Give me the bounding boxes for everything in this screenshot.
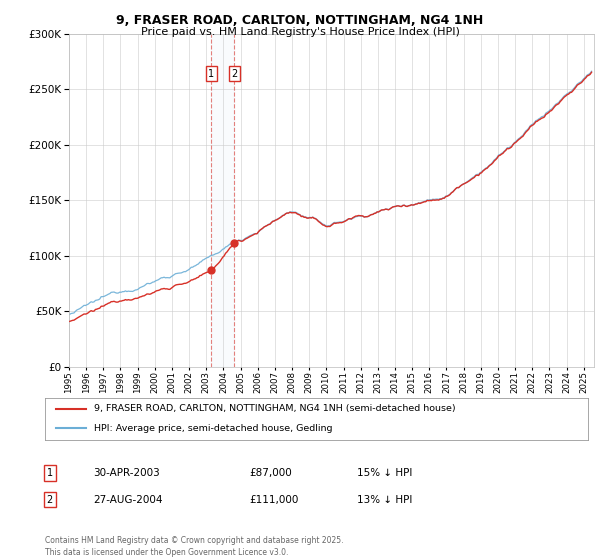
Text: 2: 2 (231, 68, 237, 78)
Text: Contains HM Land Registry data © Crown copyright and database right 2025.
This d: Contains HM Land Registry data © Crown c… (45, 536, 343, 557)
Text: Price paid vs. HM Land Registry's House Price Index (HPI): Price paid vs. HM Land Registry's House … (140, 27, 460, 37)
Text: £87,000: £87,000 (249, 468, 292, 478)
Text: 27-AUG-2004: 27-AUG-2004 (93, 494, 163, 505)
Text: 9, FRASER ROAD, CARLTON, NOTTINGHAM, NG4 1NH: 9, FRASER ROAD, CARLTON, NOTTINGHAM, NG4… (116, 14, 484, 27)
Text: 13% ↓ HPI: 13% ↓ HPI (357, 494, 412, 505)
Text: 1: 1 (47, 468, 53, 478)
Text: 9, FRASER ROAD, CARLTON, NOTTINGHAM, NG4 1NH (semi-detached house): 9, FRASER ROAD, CARLTON, NOTTINGHAM, NG4… (94, 404, 455, 413)
Text: 1: 1 (208, 68, 214, 78)
Text: 2: 2 (47, 494, 53, 505)
Text: £111,000: £111,000 (249, 494, 298, 505)
Text: HPI: Average price, semi-detached house, Gedling: HPI: Average price, semi-detached house,… (94, 424, 332, 433)
Text: 30-APR-2003: 30-APR-2003 (93, 468, 160, 478)
Text: 15% ↓ HPI: 15% ↓ HPI (357, 468, 412, 478)
Bar (211, 34, 234, 367)
